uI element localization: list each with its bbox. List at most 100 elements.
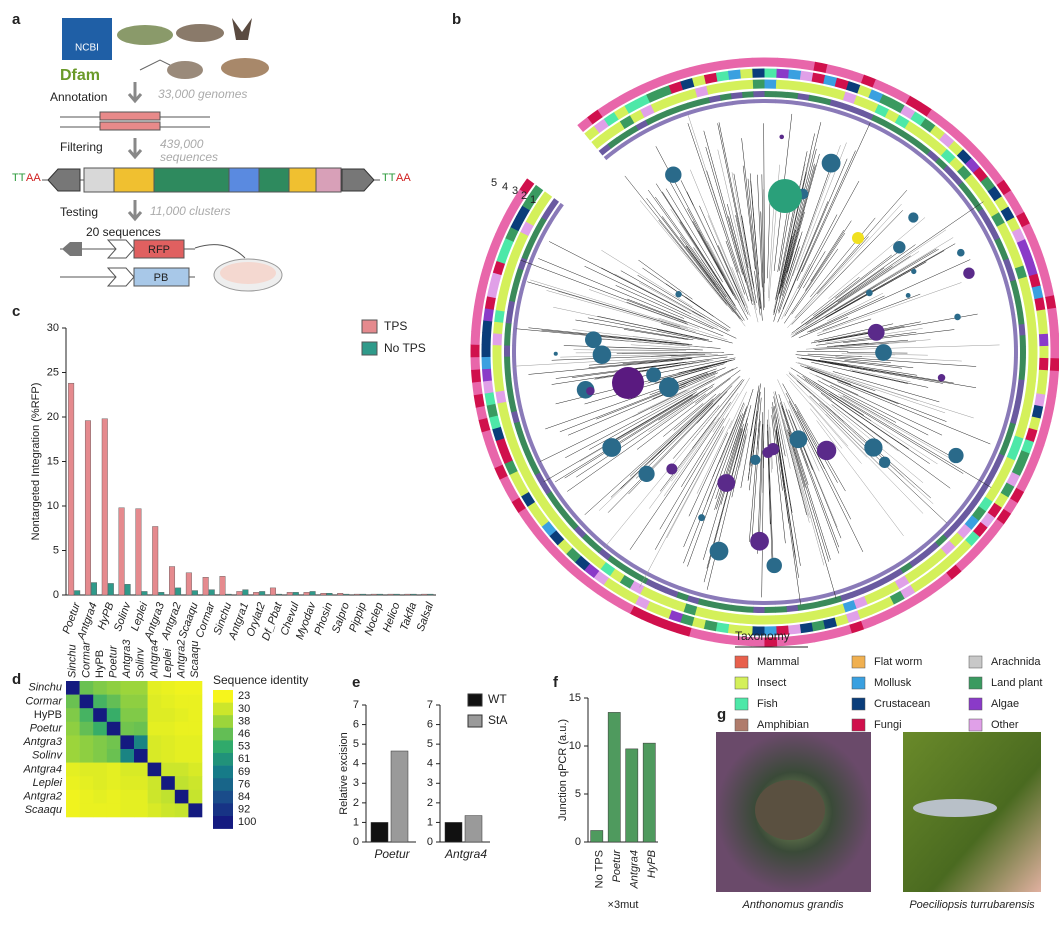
bar: [276, 593, 282, 596]
tree-branch: [644, 370, 733, 419]
tree-ring: [582, 547, 598, 562]
tree-ring: [505, 486, 520, 503]
tree-ring: [679, 613, 695, 626]
tree-ring: [817, 592, 830, 600]
tree-node: [911, 268, 917, 275]
bar: [427, 593, 434, 596]
tree-ring: [942, 526, 956, 540]
icon: [176, 24, 224, 42]
heatmap-cell: [134, 789, 148, 804]
step-count: 11,000 clusters: [150, 204, 231, 218]
heatmap-cell: [174, 708, 189, 723]
tree-ring: [692, 75, 707, 87]
tree-branch: [835, 356, 977, 367]
tree-ring: [1021, 288, 1033, 302]
tree-ring: [846, 81, 861, 94]
tree-branch: [809, 402, 849, 447]
tree-branch: [626, 301, 689, 325]
tree-ring: [664, 620, 680, 634]
tree-ring: [989, 227, 1000, 241]
tree-ring: [956, 149, 973, 165]
tree-ring: [785, 598, 798, 605]
tree-ring: [741, 79, 754, 90]
tree-ring: [726, 58, 741, 69]
tree-ring: [481, 332, 492, 346]
tree-ring: [512, 366, 518, 379]
tree-ring: [894, 89, 911, 104]
site-label: AA: [26, 172, 41, 184]
tree-branch: [727, 204, 753, 302]
colorbar-tick-label: 100: [238, 816, 256, 828]
colorbar-tick-label: 84: [238, 791, 250, 803]
bar: [107, 583, 114, 596]
tree-ring: [798, 81, 812, 93]
heatmap-cell: [106, 789, 121, 804]
tree-branch: [801, 122, 871, 273]
tree-branch: [829, 363, 943, 384]
tree-ring: [1007, 292, 1014, 305]
tree-node: [709, 541, 729, 561]
bar: [202, 577, 209, 596]
tree-ring: [547, 478, 557, 491]
tree-branch: [749, 383, 761, 466]
tree-ring: [799, 622, 814, 634]
tree-ring: [489, 414, 501, 430]
tree-branch: [775, 416, 801, 566]
heatmap-cell: [106, 681, 121, 695]
colorbar-swatch: [213, 765, 233, 779]
tree-ring: [519, 178, 535, 195]
tree-branch: [528, 327, 693, 345]
tree-node: [789, 430, 808, 449]
tree-ring: [584, 125, 600, 141]
tree-ring: [603, 577, 619, 592]
tree-branch: [560, 353, 712, 358]
legend-label: Fish: [757, 698, 778, 710]
tree-branch: [852, 370, 929, 388]
tree-ring: [929, 564, 945, 579]
tree-branch: [781, 263, 810, 320]
tree-branch: [781, 163, 815, 289]
construct-label: RFP: [148, 244, 170, 256]
tree-ring: [988, 451, 998, 464]
tree-ring: [960, 195, 971, 207]
tree-branch: [793, 407, 852, 520]
tree-ring: [1001, 271, 1009, 284]
tree-ring: [914, 127, 930, 142]
tree-branch: [601, 249, 693, 308]
tree-ring: [676, 624, 692, 637]
tree-ring: [831, 88, 846, 101]
tree-branch: [839, 396, 992, 488]
tree-ring: [1035, 430, 1049, 447]
tree-ring: [1025, 427, 1038, 443]
tree-ring: [1017, 379, 1025, 392]
x-tick-label: Poetur: [374, 847, 410, 861]
tree-branch: [803, 251, 826, 289]
tree-branch: [671, 354, 718, 358]
tree-ring: [796, 101, 809, 107]
legend-swatch: [851, 697, 866, 711]
tree-ring: [853, 95, 869, 109]
y-tick-label: 3: [353, 777, 359, 789]
tree-branch: [791, 248, 839, 315]
tree-branch: [807, 366, 876, 392]
bar: [343, 593, 350, 596]
heatmap-cell: [147, 803, 162, 818]
tree-branch: [639, 430, 724, 588]
tree-branch: [707, 241, 740, 304]
tree-ring: [955, 132, 972, 149]
tree-ring: [926, 150, 940, 163]
tree-node: [937, 374, 946, 382]
tree-ring: [514, 481, 529, 497]
tree-branch: [801, 357, 954, 384]
tree-ring: [1047, 307, 1058, 322]
tree-ring: [864, 99, 879, 113]
y-tick-label: 0: [575, 836, 581, 848]
tree-ring: [1037, 369, 1048, 384]
tree-ring: [624, 99, 640, 114]
tree-ring: [656, 605, 672, 619]
tree-ring: [775, 91, 788, 98]
tree-ring: [788, 635, 803, 646]
tree-ring: [530, 226, 542, 240]
tree-ring: [1034, 393, 1046, 408]
tree-branch: [778, 165, 832, 314]
